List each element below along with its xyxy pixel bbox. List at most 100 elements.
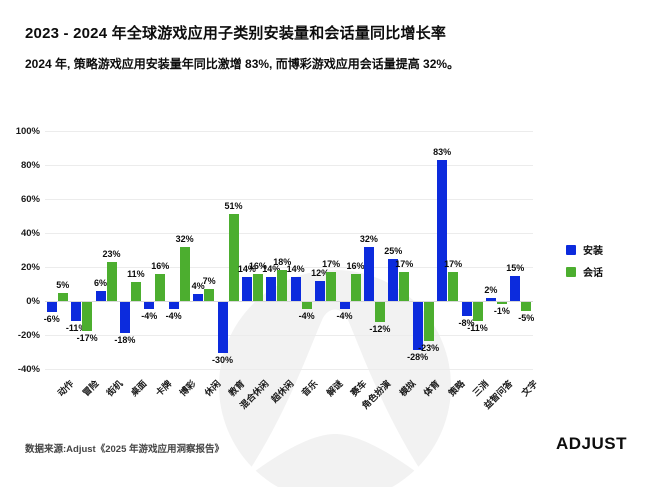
gridline xyxy=(45,131,533,132)
session-bar-音乐 xyxy=(301,302,312,309)
install-bar-动作 xyxy=(46,302,57,313)
bar-value-label: 32% xyxy=(359,233,378,244)
session-bar-赛车 xyxy=(350,273,361,301)
bar-value-label: 15% xyxy=(506,262,525,273)
x-tick-label-文字: 文字 xyxy=(519,378,540,399)
bar-value-label: 51% xyxy=(224,201,243,212)
x-tick-label-街机: 街机 xyxy=(104,378,125,399)
gridline xyxy=(45,165,533,166)
bar-value-label: 6% xyxy=(93,277,107,288)
bar-value-label: 14% xyxy=(262,264,281,275)
bar-value-label: 23% xyxy=(102,248,121,259)
session-swatch-icon xyxy=(566,266,576,277)
install-bar-街机 xyxy=(95,290,106,301)
install-bar-益智问答 xyxy=(485,297,496,301)
gridline xyxy=(45,267,533,268)
x-tick-label-动作: 动作 xyxy=(55,378,76,399)
bar-value-label: -4% xyxy=(298,310,315,321)
install-bar-冒险 xyxy=(71,302,82,321)
x-tick-label-博彩: 博彩 xyxy=(177,378,198,399)
gridline xyxy=(45,233,533,234)
session-bar-混合休闲 xyxy=(252,273,263,301)
bar-value-label: -4% xyxy=(336,310,353,321)
install-bar-超休闲 xyxy=(266,277,277,301)
bar-value-label: -28% xyxy=(407,351,429,362)
bar-value-label: 5% xyxy=(56,279,70,290)
install-bar-角色扮演 xyxy=(363,246,374,301)
session-bar-三消 xyxy=(472,302,483,321)
x-tick-label-冒险: 冒险 xyxy=(80,378,101,399)
bar-value-label: 11% xyxy=(127,269,145,280)
install-bar-休闲 xyxy=(193,294,204,301)
install-bar-博彩 xyxy=(168,302,179,309)
y-tick-label: 20% xyxy=(20,262,40,273)
bar-value-label: -30% xyxy=(211,355,233,365)
install-bar-解谜 xyxy=(315,280,326,301)
bar-value-label: -4% xyxy=(165,310,182,321)
gridline xyxy=(45,335,533,336)
y-tick-label: -20% xyxy=(17,330,40,341)
adjust-watermark-icon xyxy=(205,268,465,487)
bar-chart: -6% 5% 动作 -11% -17% 冒险 6% 23% 街机 -18% 11% 桌面 -4% 16% 卡… xyxy=(0,120,650,487)
session-bar-文字 xyxy=(521,302,532,311)
plot-area: -6% 5% 动作 -11% -17% 冒险 6% 23% 街机 -18% 11% 桌面 -4% 16% 卡… xyxy=(44,131,539,411)
bar-value-label: -17% xyxy=(76,332,98,343)
bar-value-label: 17% xyxy=(444,259,463,270)
session-bar-模拟 xyxy=(399,272,410,301)
install-bar-文字 xyxy=(510,275,521,301)
bar-value-label: 12% xyxy=(311,267,330,278)
session-bar-桌面 xyxy=(130,282,141,301)
y-tick-label: 40% xyxy=(20,228,40,239)
install-bar-三消 xyxy=(461,302,472,316)
bar-value-label: 17% xyxy=(322,259,341,270)
legend-label-install: 安装 xyxy=(583,246,603,257)
session-bar-益智问答 xyxy=(496,302,507,304)
bar-value-label: -18% xyxy=(114,334,136,345)
bar-value-label: 4% xyxy=(191,281,205,292)
bar-value-label: 25% xyxy=(384,245,403,256)
bar-value-label: 7% xyxy=(202,276,216,287)
install-bar-体育 xyxy=(412,302,423,350)
install-bar-教育 xyxy=(217,302,228,353)
bar-value-label: -6% xyxy=(43,314,60,325)
bar-value-label: -4% xyxy=(141,310,158,321)
bar-value-label: 16% xyxy=(151,260,170,271)
legend: 安装 会话 xyxy=(566,242,603,286)
bar-value-label: -5% xyxy=(518,312,535,323)
install-bar-卡牌 xyxy=(144,302,155,309)
install-bar-赛车 xyxy=(339,302,350,309)
session-bar-博彩 xyxy=(179,246,190,301)
x-tick-label-桌面: 桌面 xyxy=(129,378,149,399)
y-tick-label: 0% xyxy=(26,296,40,307)
data-source-note: 数据来源:Adjust《2025 年游戏应用洞察报告》 xyxy=(25,444,224,455)
legend-item-install: 安装 xyxy=(566,242,603,257)
install-bar-模拟 xyxy=(388,258,399,301)
gridline xyxy=(45,199,533,200)
bar-value-label: -11% xyxy=(467,322,488,333)
bar-value-label: -11% xyxy=(65,322,87,333)
bar-value-label: 16% xyxy=(346,260,365,271)
session-bar-策略 xyxy=(448,272,459,301)
install-bar-桌面 xyxy=(119,302,130,333)
y-tick-label: 60% xyxy=(20,194,40,205)
bar-value-label: -23% xyxy=(418,343,440,354)
session-bar-角色扮演 xyxy=(374,302,385,323)
adjust-logo: ADJUST xyxy=(555,434,627,453)
session-bar-冒险 xyxy=(82,302,93,331)
page-subtitle: 2024 年, 策略游戏应用安装量年同比激增 83%, 而博彩游戏应用会话量提高… xyxy=(25,57,460,71)
session-bar-卡牌 xyxy=(155,273,166,301)
install-bar-音乐 xyxy=(290,277,301,301)
gridline xyxy=(45,369,533,370)
bar-value-label: -1% xyxy=(493,305,510,316)
bar-value-label: 14% xyxy=(237,264,256,275)
x-tick-label-卡牌: 卡牌 xyxy=(153,378,174,399)
zero-gridline xyxy=(45,301,533,302)
y-tick-label: 100% xyxy=(15,126,40,137)
bar-value-label: -8% xyxy=(458,317,475,328)
session-bar-动作 xyxy=(57,292,68,301)
session-bar-休闲 xyxy=(204,289,215,301)
bar-value-label: 83% xyxy=(433,146,452,157)
install-bar-策略 xyxy=(437,159,448,301)
bar-value-label: 2% xyxy=(484,284,498,295)
